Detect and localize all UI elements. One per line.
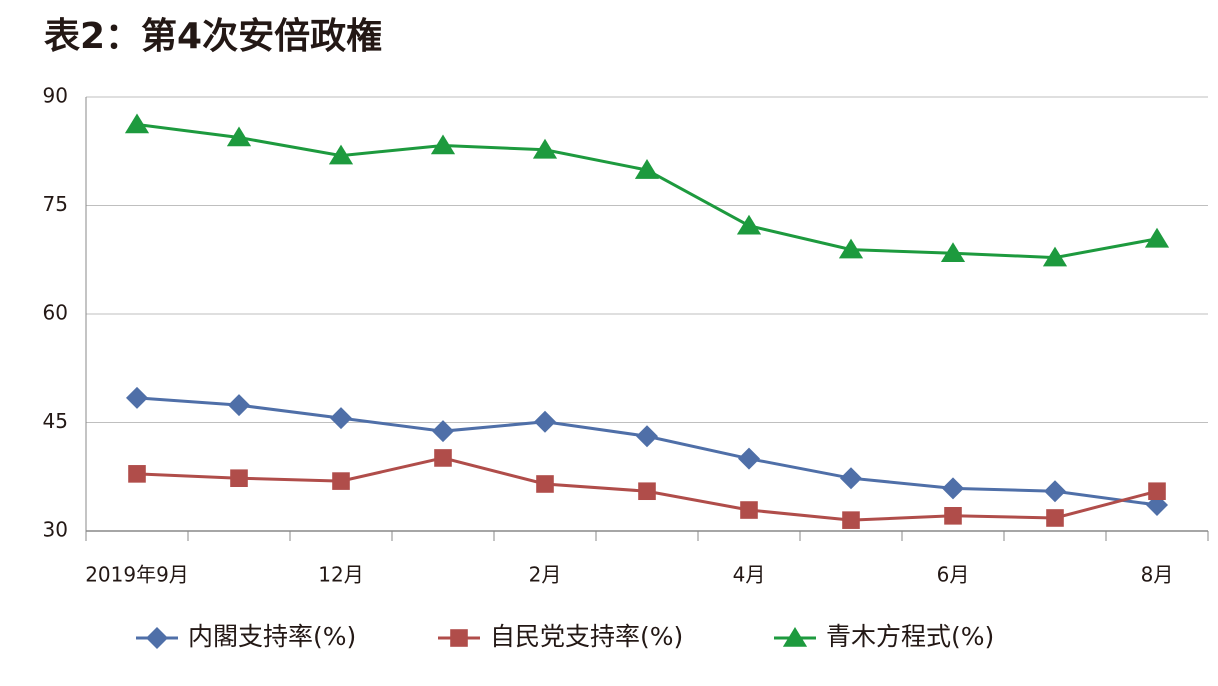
- marker: [128, 465, 146, 483]
- marker: [432, 420, 454, 443]
- marker: [1044, 480, 1066, 503]
- marker: [736, 214, 762, 235]
- marker: [536, 475, 554, 493]
- marker: [332, 472, 350, 490]
- marker: [940, 242, 966, 263]
- series-line: [136, 122, 1158, 260]
- marker: [942, 477, 964, 500]
- y-tick-label: 45: [43, 409, 68, 433]
- marker: [226, 126, 252, 147]
- marker: [842, 511, 860, 529]
- x-tick-label: 2019年9月: [85, 563, 189, 587]
- marker: [328, 144, 354, 165]
- legend-label: 青木方程式(%): [826, 622, 994, 651]
- marker: [840, 467, 862, 490]
- legend-label: 自民党支持率(%): [490, 622, 683, 651]
- x-tick-label: 12月: [318, 563, 363, 587]
- x-tick-label: 4月: [733, 563, 766, 587]
- marker: [534, 410, 556, 433]
- marker: [740, 501, 758, 519]
- y-tick-label: 75: [43, 192, 68, 216]
- y-tick-label: 90: [43, 84, 68, 108]
- marker: [944, 507, 962, 525]
- marker: [330, 407, 352, 430]
- marker: [126, 386, 148, 409]
- x-tick-label: 2月: [529, 563, 562, 587]
- marker: [532, 138, 558, 159]
- marker: [634, 159, 660, 179]
- y-tick-label: 30: [43, 518, 68, 542]
- marker: [434, 449, 452, 467]
- marker: [782, 627, 808, 647]
- marker: [450, 629, 468, 647]
- marker: [1148, 482, 1166, 501]
- marker: [1042, 246, 1068, 267]
- marker: [146, 627, 168, 649]
- marker: [738, 447, 760, 470]
- marker: [838, 238, 864, 259]
- chart-title: 表2：第4次安倍政権: [44, 16, 382, 57]
- legend-label: 内閣支持率(%): [188, 622, 356, 651]
- marker: [1046, 509, 1064, 527]
- marker: [636, 425, 658, 448]
- marker: [1144, 227, 1170, 248]
- marker: [638, 482, 656, 501]
- marker: [230, 469, 248, 487]
- marker: [228, 394, 250, 417]
- marker: [124, 113, 150, 134]
- y-tick-label: 60: [43, 301, 68, 325]
- marker: [430, 134, 456, 155]
- x-tick-label: 8月: [1141, 563, 1174, 587]
- x-tick-label: 6月: [937, 563, 970, 587]
